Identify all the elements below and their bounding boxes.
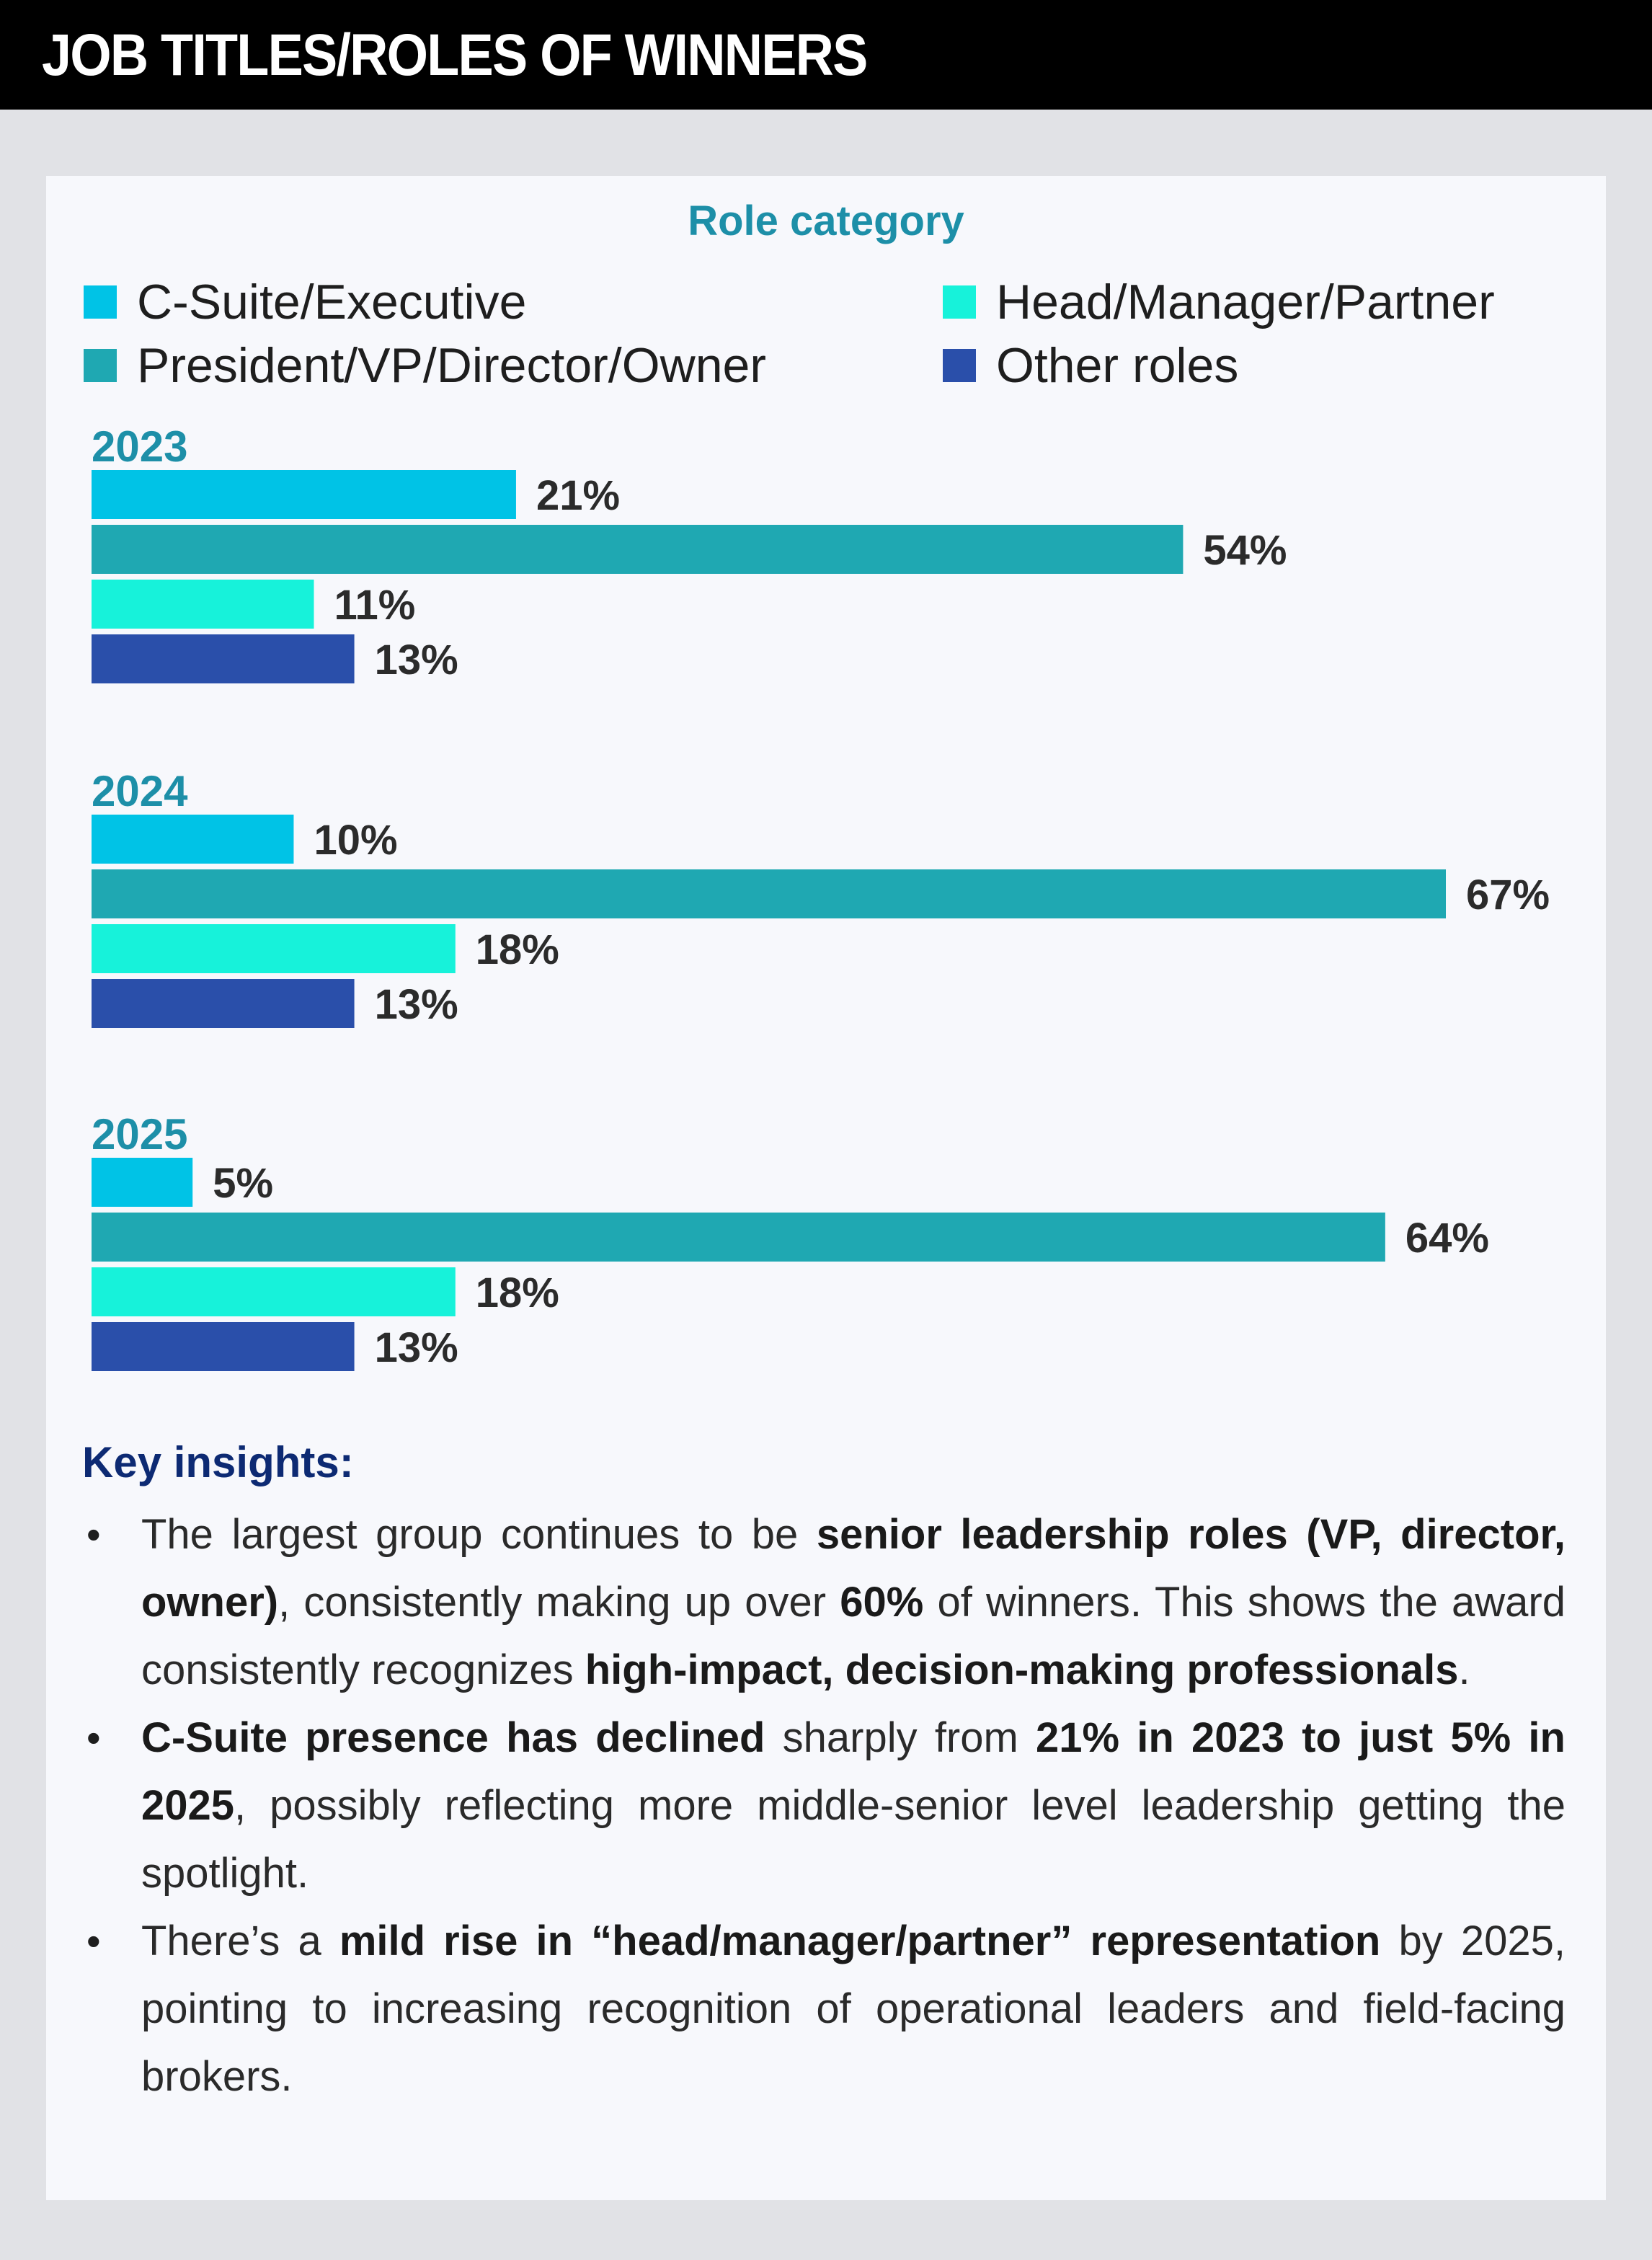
legend-swatch-c-suite <box>84 285 117 319</box>
legend-swatch-president <box>84 349 117 382</box>
bar-2024-c-suite <box>92 815 294 864</box>
data-label-2024-head-manager: 18% <box>476 926 559 973</box>
page-header: JOB TITLES/ROLES OF WINNERS <box>0 0 1652 110</box>
legend-swatch-head-manager <box>943 285 976 319</box>
legend-label-president: President/VP/Director/Owner <box>137 338 766 393</box>
legend-label-head-manager: Head/Manager/Partner <box>996 275 1495 329</box>
data-label-2023-c-suite: 21% <box>536 472 620 519</box>
legend-swatch-other-roles <box>943 349 976 382</box>
data-label-2025-other-roles: 13% <box>375 1324 458 1371</box>
data-label-2025-c-suite: 5% <box>213 1160 273 1207</box>
bar-2025-president <box>92 1213 1385 1262</box>
bar-chart: 2023 21% 54% 11% 13% 2024 10% 67% 18% 13% 2025 5% 64… <box>92 422 1550 1371</box>
insight-run: , consistently making up over <box>278 1579 840 1626</box>
bar-2023-other-roles <box>92 634 355 683</box>
insight-run: There’s a <box>141 1918 339 1964</box>
data-label-2025-president: 64% <box>1405 1215 1489 1262</box>
group-label-2024: 2024 <box>92 767 188 815</box>
insight-emphasis: mild rise in “head/manager/partner” repr… <box>339 1918 1381 1964</box>
group-label-2023: 2023 <box>92 422 187 471</box>
group-label-2025: 2025 <box>92 1110 187 1158</box>
data-label-2023-president: 54% <box>1203 527 1287 574</box>
bar-2025-c-suite <box>92 1158 193 1207</box>
legend-label-other-roles: Other roles <box>996 338 1239 393</box>
insight-item: • C-Suite presence has declined sharply f… <box>82 1704 1566 1907</box>
bullet-marker: • <box>86 1918 101 1964</box>
data-label-2023-other-roles: 13% <box>375 637 458 683</box>
insight-item: • The largest group continues to be senio… <box>82 1501 1566 1704</box>
bar-2025-head-manager <box>92 1267 456 1316</box>
data-label-2024-president: 67% <box>1466 872 1550 918</box>
page-title: JOB TITLES/ROLES OF WINNERS <box>42 22 868 88</box>
bar-2023-head-manager <box>92 580 314 629</box>
legend-label-c-suite: C-Suite/Executive <box>137 275 527 329</box>
bar-2024-head-manager <box>92 924 456 973</box>
insight-run: . <box>1458 1647 1470 1693</box>
data-label-2023-head-manager: 11% <box>334 582 415 629</box>
insight-text: The largest group continues to be senior… <box>141 1501 1566 1704</box>
insight-text: C-Suite presence has declined sharply fr… <box>141 1704 1566 1907</box>
insight-emphasis: C-Suite presence has declined <box>141 1714 765 1761</box>
insight-run: of winners. This shows the award consist… <box>141 1579 1566 1693</box>
insight-run: , possibly reflecting more middle-senior… <box>141 1782 1566 1897</box>
insight-emphasis: 21% in 2023 to just 5% in 2025 <box>141 1714 1566 1829</box>
insight-emphasis: 60% <box>840 1579 924 1626</box>
legend-title: Role category <box>688 198 964 244</box>
bullet-marker: • <box>86 1512 101 1557</box>
bar-2024-president <box>92 869 1446 918</box>
insight-item: • There’s a mild rise in “head/manager/pa… <box>82 1907 1566 2111</box>
insight-text: There’s a mild rise in “head/manager/par… <box>141 1907 1566 2111</box>
bar-2023-president <box>92 525 1184 574</box>
insight-emphasis: senior leadership roles (VP, director, o… <box>141 1511 1566 1626</box>
bar-2025-other-roles <box>92 1322 355 1371</box>
data-label-2024-other-roles: 13% <box>375 981 458 1028</box>
bullet-marker: • <box>86 1715 101 1760</box>
insight-emphasis: high-impact, decision-making professiona… <box>585 1647 1459 1693</box>
insight-run: sharply from <box>765 1714 1036 1761</box>
insights-list: • The largest group continues to be senio… <box>82 1501 1566 2111</box>
insight-run: by 2025, pointing to increasing recognit… <box>141 1918 1566 2100</box>
data-label-2024-c-suite: 10% <box>314 817 397 864</box>
insight-run: The largest group continues to be <box>141 1511 817 1558</box>
bar-2023-c-suite <box>92 470 516 519</box>
bar-2024-other-roles <box>92 979 355 1028</box>
data-label-2025-head-manager: 18% <box>476 1269 559 1316</box>
insights-title: Key insights: <box>82 1438 354 1486</box>
